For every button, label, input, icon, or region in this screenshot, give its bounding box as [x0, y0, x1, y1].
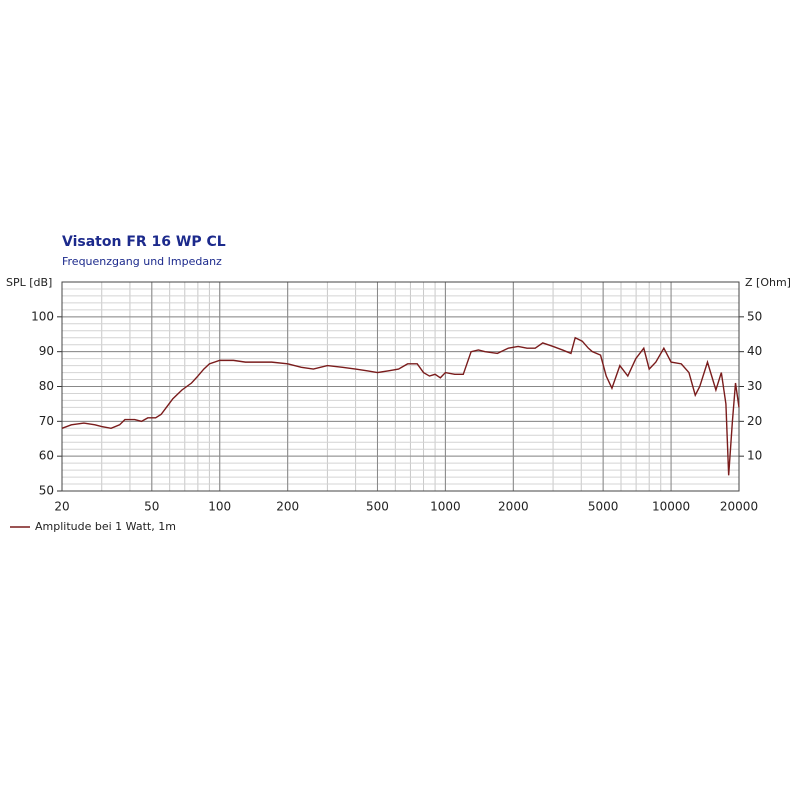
x-tick-label: 50 — [144, 500, 159, 514]
x-tick-label: 10000 — [652, 500, 690, 514]
y2-tick-label: 50 — [747, 309, 762, 323]
plot-frame — [61, 281, 740, 492]
chart-title: Visaton FR 16 WP CL — [62, 234, 226, 250]
x-tick-label: 2000 — [498, 500, 529, 514]
y-tick-label: 50 — [39, 484, 54, 498]
line-series — [61, 336, 740, 476]
y-axis-label: SPL [dB] — [6, 276, 52, 289]
x-tick-label: 5000 — [588, 500, 619, 514]
y2-tick-label: 40 — [747, 344, 762, 358]
x-tick-label: 500 — [366, 500, 389, 514]
y2-axis-label: Z [Ohm] — [745, 276, 791, 289]
y-tick-label: 80 — [39, 379, 54, 393]
y-tick-label: 90 — [39, 344, 54, 358]
legend-label: Amplitude bei 1 Watt, 1m — [35, 520, 176, 533]
x-tick-label: 200 — [276, 500, 299, 514]
y2-tick-label: 30 — [747, 379, 762, 393]
y2-tick-label: 10 — [747, 449, 762, 463]
chart-subtitle: Frequenzgang und Impedanz — [62, 255, 222, 268]
y-tick-label: 70 — [39, 414, 54, 428]
y2-tick-label: 20 — [747, 414, 762, 428]
x-tick-label: 20000 — [720, 500, 758, 514]
x-tick-label: 20 — [54, 500, 69, 514]
x-tick-label: 100 — [208, 500, 231, 514]
y-tick-label: 60 — [39, 449, 54, 463]
y-tick-label: 100 — [31, 309, 54, 323]
x-tick-label: 1000 — [430, 500, 461, 514]
